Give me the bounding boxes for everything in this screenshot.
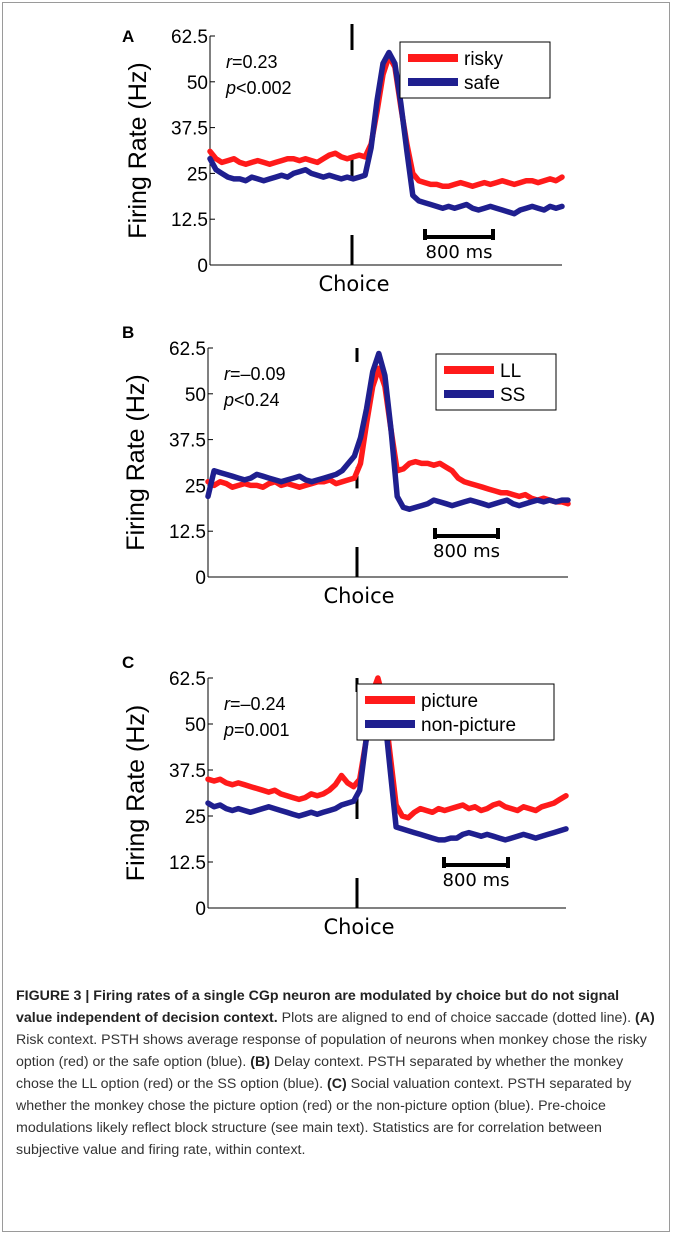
y-tick-label: 0	[195, 899, 206, 920]
stat-p-label: p	[223, 390, 234, 410]
chart-svg: B Firing Rate (Hz) 0 12.5 25 37.5 50 62.5 Choice…	[122, 323, 571, 608]
legend-label-SS: SS	[500, 385, 525, 406]
legend-label-LL: LL	[500, 361, 521, 382]
y-tick-label: 50	[185, 385, 206, 406]
scale-bar-label: 800 ms	[426, 242, 493, 263]
caption-title: FIGURE 3 | Firing rates of a single CGp …	[16, 988, 620, 1026]
y-tick-label: 25	[185, 476, 206, 497]
stat-p-value: =0.001	[234, 720, 290, 740]
stat-r-value: =–0.09	[230, 364, 286, 384]
caption-text-b: Delay context. PSTH separated by whether…	[16, 1054, 624, 1092]
stat-r: r=–0.24	[224, 694, 286, 714]
chart-svg: C Firing Rate (Hz) 0 12.5 25 37.5 50 62.5 Choice…	[122, 653, 569, 939]
legend-box	[435, 353, 557, 411]
stat-p-label: p	[223, 720, 234, 740]
y-tick-label: 37.5	[171, 119, 208, 140]
stat-p-value: <0.002	[236, 78, 292, 98]
chart-svg: A Firing Rate (Hz) 0 12.5 25 37.5 50 62.5 Choice…	[122, 24, 565, 296]
stat-p: p<0.002	[225, 78, 292, 98]
y-tick-label: 37.5	[169, 431, 206, 452]
stat-p: p<0.24	[223, 390, 280, 410]
panel-label: B	[122, 323, 134, 342]
stat-r-label: r	[224, 364, 231, 384]
y-tick-label: 25	[187, 164, 208, 185]
caption-text-c: Social valuation context. PSTH separated…	[16, 1076, 632, 1158]
scale-bar-label: 800 ms	[433, 541, 500, 562]
caption-body: Plots are aligned to end of choice sacca…	[277, 1010, 636, 1026]
scale-bar-label: 800 ms	[443, 870, 510, 891]
y-tick-label: 0	[197, 256, 208, 277]
y-tick-label: 37.5	[169, 761, 206, 782]
y-tick-label: 50	[187, 73, 208, 94]
figure-caption: FIGURE 3 | Firing rates of a single CGp …	[16, 985, 656, 1161]
panel-b: B Firing Rate (Hz) 0 12.5 25 37.5 50 62.5 Choice…	[0, 308, 673, 628]
caption-label-c: (C)	[327, 1076, 347, 1092]
panel-label: A	[122, 27, 134, 46]
stat-p-value: <0.24	[234, 390, 280, 410]
legend-box	[399, 41, 551, 99]
stat-r: r=0.23	[226, 52, 278, 72]
panel-a: A Firing Rate (Hz) 0 12.5 25 37.5 50 62.5 Choice…	[0, 0, 673, 320]
legend-label-picture: picture	[421, 691, 478, 712]
legend-label-risky: risky	[464, 49, 504, 70]
y-tick-label: 25	[185, 807, 206, 828]
series-line-SS	[205, 350, 571, 512]
y-tick-label: 12.5	[169, 853, 206, 874]
y-tick-label: 50	[185, 715, 206, 736]
series-line-risky	[207, 53, 565, 189]
stat-r: r=–0.09	[224, 364, 286, 384]
caption-text-a: Risk context. PSTH shows average respons…	[16, 1032, 647, 1070]
y-tick-label: 12.5	[171, 210, 208, 231]
legend-label-safe: safe	[464, 73, 500, 94]
stat-r-label: r	[226, 52, 233, 72]
legend-label-non-picture: non-picture	[421, 715, 516, 736]
stat-p-label: p	[225, 78, 236, 98]
y-axis-label: Firing Rate (Hz)	[122, 374, 150, 550]
caption-label-a: (A)	[635, 1010, 655, 1026]
x-axis-label: Choice	[323, 584, 394, 608]
y-tick-label: 62.5	[171, 27, 208, 48]
series-line-safe	[207, 49, 565, 217]
panel-c: C Firing Rate (Hz) 0 12.5 25 37.5 50 62.5 Choice…	[0, 640, 673, 960]
y-tick-label: 62.5	[169, 669, 206, 690]
stat-r-value: =0.23	[232, 52, 278, 72]
y-tick-label: 62.5	[169, 339, 206, 360]
stat-p: p=0.001	[223, 720, 290, 740]
panel-label: C	[122, 653, 134, 672]
caption-label-b: (B)	[250, 1054, 270, 1070]
stat-r-value: =–0.24	[230, 694, 286, 714]
y-tick-label: 0	[195, 568, 206, 589]
x-axis-label: Choice	[318, 272, 389, 296]
stat-r-label: r	[224, 694, 231, 714]
y-tick-label: 12.5	[169, 522, 206, 543]
y-axis-label: Firing Rate (Hz)	[124, 62, 152, 238]
legend-box	[356, 683, 555, 741]
x-axis-label: Choice	[323, 915, 394, 939]
y-axis-label: Firing Rate (Hz)	[122, 705, 150, 881]
